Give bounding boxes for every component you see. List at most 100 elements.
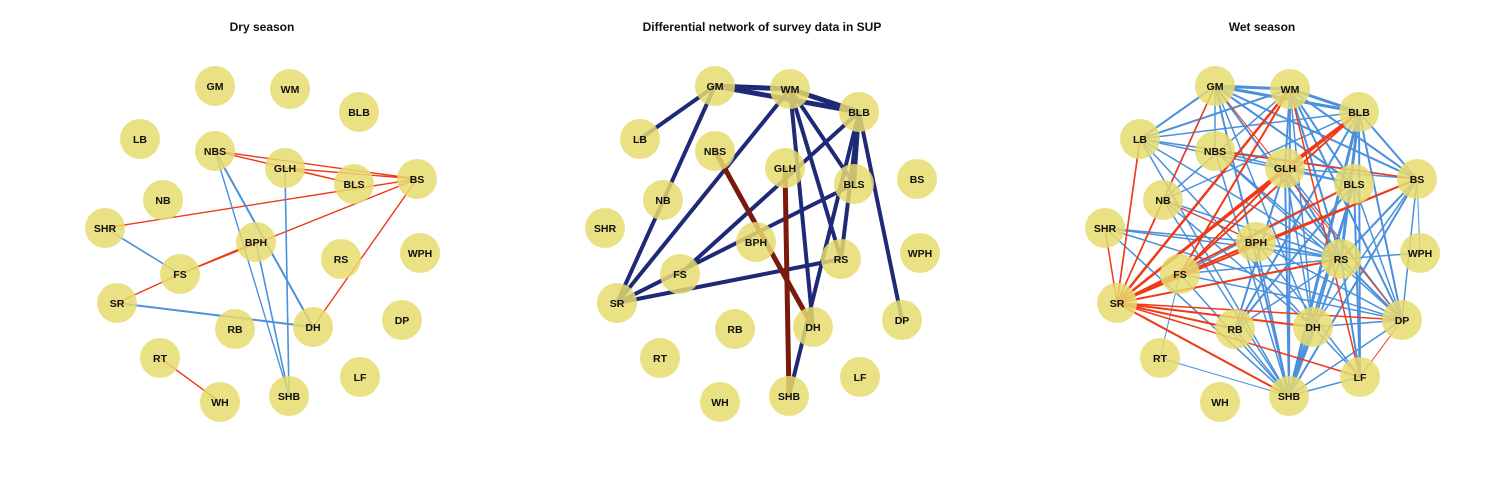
node-circle	[143, 180, 183, 220]
node-SHB: SHB	[269, 376, 309, 416]
node-circle	[769, 376, 809, 416]
node-WPH: WPH	[900, 233, 940, 273]
node-circle	[1143, 180, 1183, 220]
node-RB: RB	[715, 309, 755, 349]
node-BLB: BLB	[339, 92, 379, 132]
edge-NBS-BS	[214, 150, 418, 180]
node-circle	[715, 309, 755, 349]
node-label: WH	[211, 397, 229, 409]
edge-FS-DP	[1179, 273, 1403, 321]
node-label: SHB	[1278, 391, 1301, 403]
node-DH: DH	[1293, 307, 1333, 347]
node-NB: NB	[1143, 180, 1183, 220]
panel-wet: Wet season GM WM BLB LB NBS GLH BLS BS NB SHR BPH RS…	[1085, 20, 1440, 422]
node-GLH: GLH	[265, 148, 305, 188]
edge-SR-DP	[1116, 302, 1403, 321]
node-circle	[293, 307, 333, 347]
node-BS: BS	[1397, 159, 1437, 199]
node-circle	[640, 338, 680, 378]
node-circle	[643, 180, 683, 220]
node-circle	[700, 382, 740, 422]
edge-WM-SR	[615, 87, 792, 305]
node-label: LF	[354, 372, 367, 384]
node-circle	[339, 92, 379, 132]
node-circle	[97, 283, 137, 323]
node-BPH: BPH	[236, 222, 276, 262]
nodes-diff: GM WM BLB LB NBS GLH BLS BS NB SHR BPH RS WPH FS SR RB D…	[585, 66, 940, 422]
node-label: RT	[1153, 353, 1168, 365]
node-label: GM	[1207, 81, 1224, 93]
edge-BLS-DP	[1353, 183, 1403, 321]
node-circle	[265, 148, 305, 188]
edge-SR-DH	[1116, 302, 1314, 328]
node-label: GM	[207, 81, 224, 93]
edge-BLS-SHB	[1288, 183, 1355, 397]
edge-SR-SHB	[1116, 302, 1290, 397]
node-circle	[793, 307, 833, 347]
node-NB: NB	[643, 180, 683, 220]
node-label: LB	[133, 134, 147, 146]
node-circle	[382, 300, 422, 340]
node-circle	[321, 239, 361, 279]
node-WM: WM	[770, 69, 810, 109]
node-circle	[1339, 92, 1379, 132]
node-label: GLH	[1274, 163, 1296, 175]
node-label: DH	[805, 322, 820, 334]
node-circle	[270, 69, 310, 109]
node-label: SR	[610, 298, 625, 310]
node-circle	[840, 357, 880, 397]
node-label: NBS	[1204, 146, 1226, 158]
node-circle	[1397, 159, 1437, 199]
node-GM: GM	[1195, 66, 1235, 106]
node-BLS: BLS	[1334, 164, 1374, 204]
node-FS: FS	[660, 254, 700, 294]
edge-SHR-BPH	[1104, 227, 1257, 243]
node-RT: RT	[1140, 338, 1180, 378]
node-label: DP	[895, 315, 910, 327]
node-label: WH	[1211, 397, 1229, 409]
node-circle	[900, 233, 940, 273]
node-label: NB	[1155, 195, 1171, 207]
node-label: BPH	[745, 237, 767, 249]
node-label: SHB	[778, 391, 801, 403]
node-circle	[660, 254, 700, 294]
edge-NB-SHB	[1162, 199, 1290, 397]
node-circle	[839, 92, 879, 132]
node-WPH: WPH	[400, 233, 440, 273]
panel-dry: Dry season GM WM BLB LB NBS GLH BLS BS NB SHR BPH RS…	[85, 20, 440, 422]
node-NBS: NBS	[1195, 131, 1235, 171]
node-BLS: BLS	[334, 164, 374, 204]
edge-FS-BS	[1179, 178, 1418, 275]
node-label: FS	[1173, 269, 1186, 281]
node-label: LF	[1354, 372, 1367, 384]
node-circle	[1334, 164, 1374, 204]
node-circle	[695, 131, 735, 171]
node-circle	[1195, 66, 1235, 106]
node-circle	[1382, 300, 1422, 340]
node-label: DP	[395, 315, 410, 327]
node-circle	[85, 208, 125, 248]
node-label: WPH	[408, 248, 433, 260]
edge-WM-DH	[788, 87, 815, 329]
node-circle	[585, 208, 625, 248]
node-WH: WH	[200, 382, 240, 422]
node-SHR: SHR	[585, 208, 625, 248]
node-label: RS	[834, 254, 849, 266]
node-circle	[620, 119, 660, 159]
node-circle	[1236, 222, 1276, 262]
edge-FS-BLB	[1179, 111, 1360, 275]
node-label: RS	[334, 254, 349, 266]
node-circle	[195, 66, 235, 106]
node-circle	[1215, 309, 1255, 349]
node-NBS: NBS	[195, 131, 235, 171]
edge-SR-DH	[116, 302, 314, 328]
edge-BLB-DP	[857, 110, 904, 322]
node-RT: RT	[140, 338, 180, 378]
node-circle	[269, 376, 309, 416]
panel-title-dry: Dry season	[230, 20, 295, 34]
edge-NBS-BS	[1214, 150, 1418, 180]
edge-NBS-SHB	[214, 150, 290, 397]
edge-GM-BS	[1214, 85, 1418, 180]
edge-FS-BS	[179, 178, 418, 275]
node-circle	[1265, 148, 1305, 188]
